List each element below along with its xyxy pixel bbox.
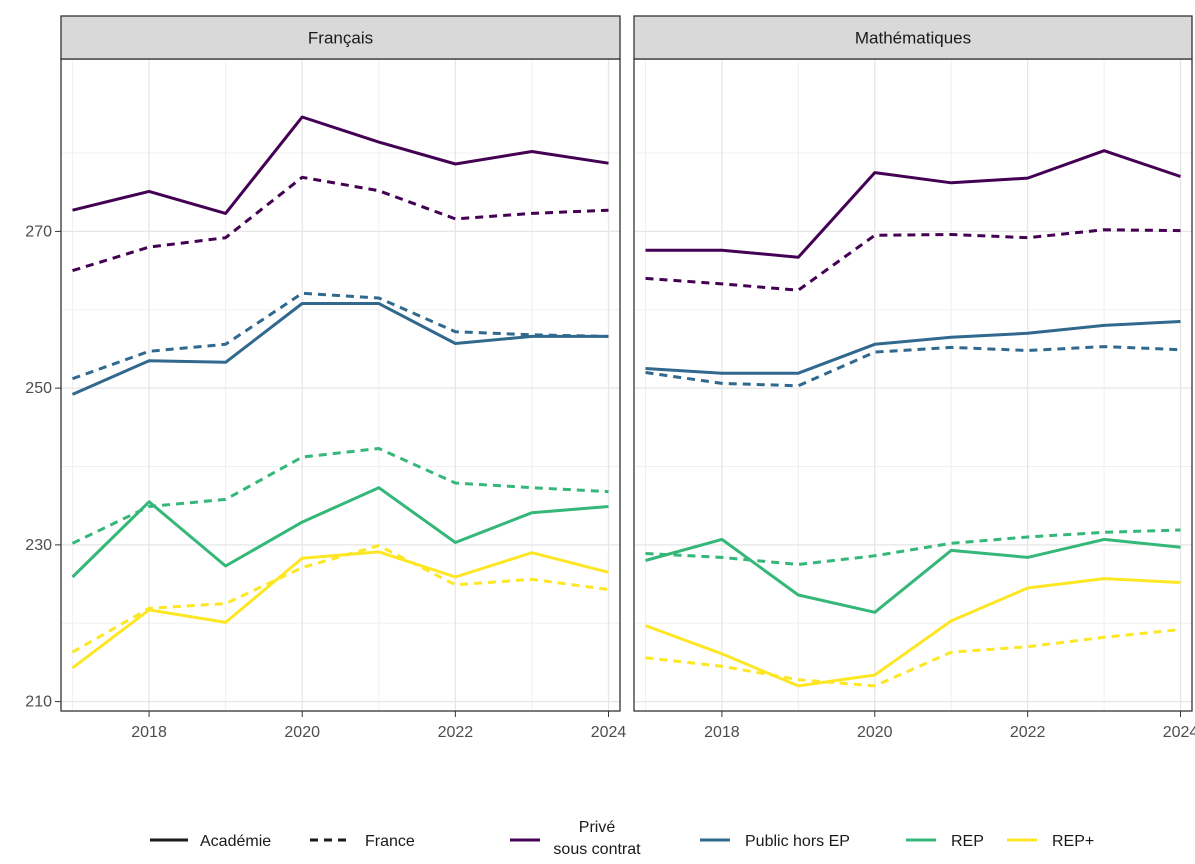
y-tick-label: 210: [25, 694, 52, 711]
panel-mathematiques: Mathématiques 2018 2020 2022 2024: [633, 15, 1195, 741]
series-line-public-france: [645, 345, 1181, 388]
series-line-rep-france: [71, 447, 609, 545]
x-tick-label: 2022: [1010, 724, 1046, 741]
legend-label-academie: Académie: [200, 833, 271, 850]
series-line-prive-france: [72, 175, 609, 273]
x-tick-label: 2018: [704, 724, 740, 741]
series-line-prive-academie: [72, 115, 609, 215]
x-tick-label: 2020: [857, 724, 893, 741]
y-tick-label: 230: [25, 537, 52, 554]
facet-strip: [633, 15, 1193, 60]
x-tick-label: 2024: [591, 724, 627, 741]
series-line-prive-academie: [645, 149, 1181, 259]
x-tick-label: 2022: [438, 724, 474, 741]
series-line-rep-academie: [645, 537, 1181, 614]
legend-label-rep: REP: [951, 833, 984, 850]
series-line-public-academie: [71, 302, 609, 396]
series-line-repplus-france: [645, 628, 1181, 688]
facet-strip-title: Français: [308, 29, 373, 48]
facet-strip-title: Mathématiques: [855, 29, 971, 48]
panel-background: [61, 59, 620, 711]
facet-strip: [60, 15, 621, 60]
panel-francais: Français 2018 2020 2022 2024: [60, 15, 627, 741]
series-line-repplus-france: [71, 544, 609, 654]
y-tick-label: 250: [25, 380, 52, 397]
legend-label-france: France: [365, 833, 415, 850]
panel-background: [634, 59, 1192, 711]
y-tick-label: 270: [25, 223, 52, 240]
series-line-prive-france: [645, 228, 1181, 292]
legend-label-repplus: REP+: [1052, 833, 1094, 850]
series-line-rep-france: [645, 528, 1181, 566]
legend-label-prive-line: Privé: [579, 819, 616, 836]
legend: Académie France Privé sous contrat Public ho…: [150, 819, 1094, 858]
series-line-rep-academie: [71, 486, 609, 579]
x-tick-label: 2024: [1163, 724, 1195, 741]
x-tick-label: 2018: [131, 724, 167, 741]
series-line-repplus-academie: [644, 577, 1181, 688]
legend-label-prive-line: sous contrat: [553, 841, 641, 858]
x-tick-label: 2020: [284, 724, 320, 741]
series-line-public-academie: [645, 320, 1181, 375]
legend-label-public: Public hors EP: [745, 833, 850, 850]
series-line-repplus-academie: [71, 550, 609, 670]
